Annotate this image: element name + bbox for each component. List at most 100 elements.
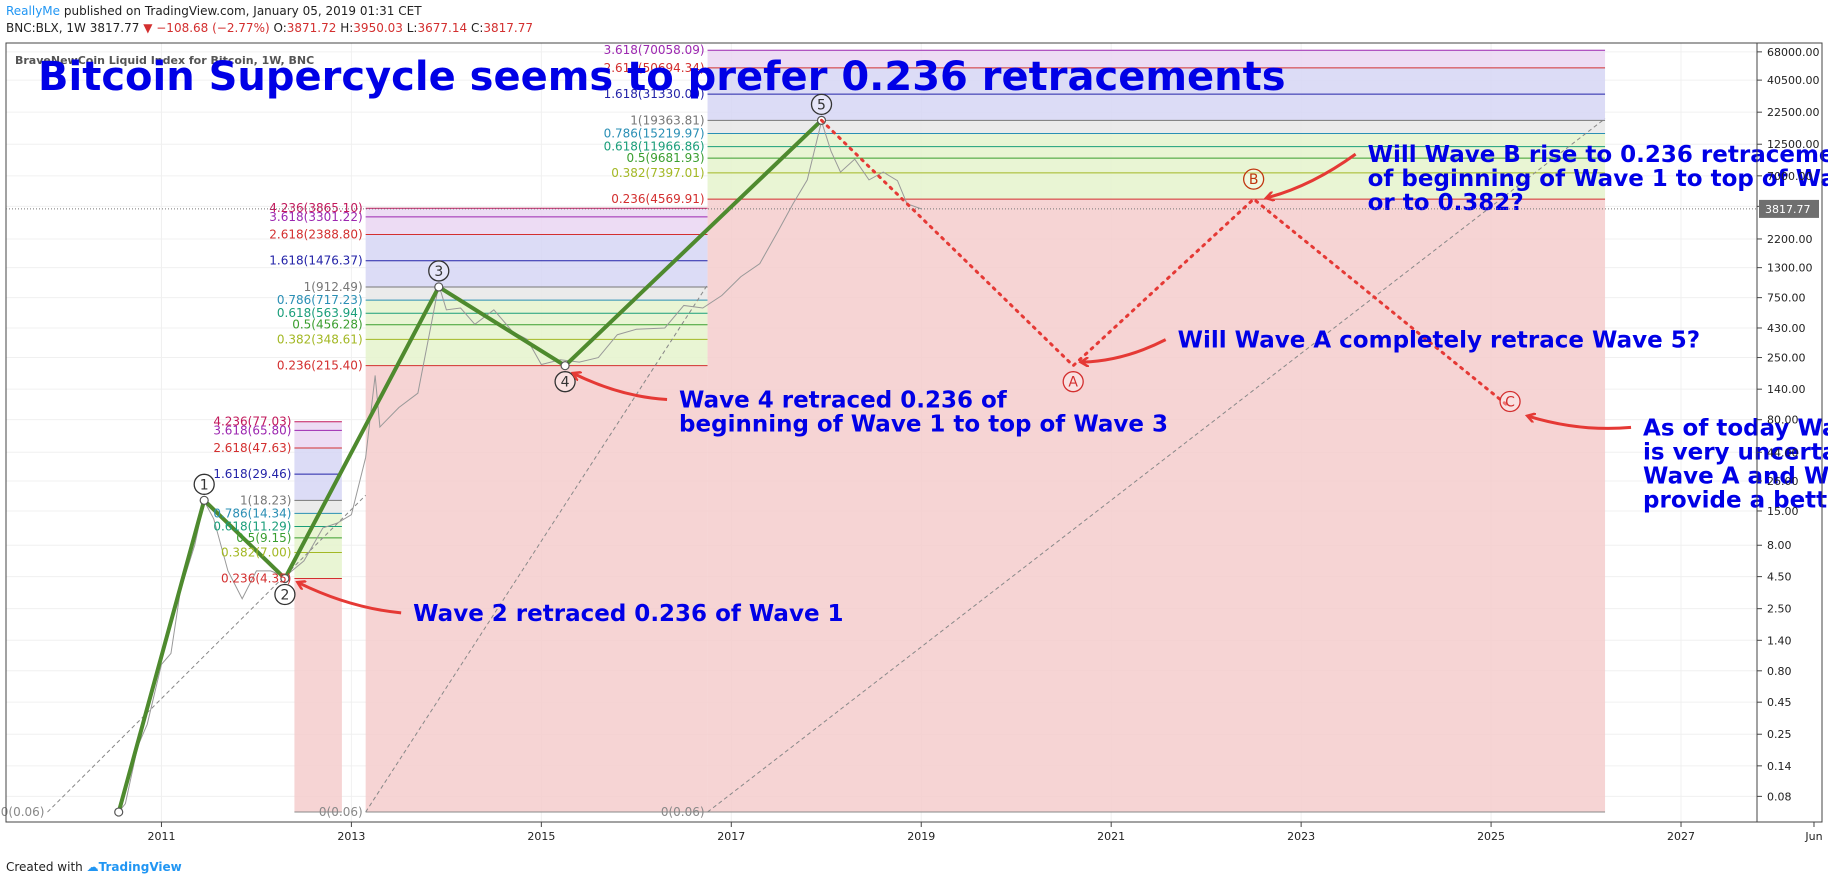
annotation-text: provide a better picture. [1643,487,1828,513]
fib-zone [365,234,708,261]
x-tick-label: 2011 [147,830,175,843]
fib-label: 1.618(1476.37) [269,254,362,268]
fib-label: 1.618(29.46) [213,467,291,481]
fib-label: 3.618(3301.22) [269,210,362,224]
fib-zone [365,313,708,325]
wave-label: 3 [434,264,443,280]
price-line [118,119,922,813]
annotation-arrow [299,583,402,615]
x-tick-label: 2019 [907,830,935,843]
legend-title: BraveNewCoin Liquid Index for Bitcoin, 1… [15,54,314,67]
annotation-arrow [1268,152,1357,197]
x-tick-label: Jun [1804,830,1822,843]
annotation-arrow [575,374,668,402]
wave-label: A [1068,375,1078,391]
fib-zone [707,50,1606,68]
fib-label: 0.5(456.28) [292,318,362,332]
fib-label: 0.236(4569.91) [611,192,704,206]
fib-label: 0.236(215.40) [277,359,363,373]
y-tick-label: 68000.00 [1767,46,1820,59]
publish-info: ReallyMe published on TradingView.com, J… [6,4,422,18]
y-tick-label: 250.00 [1767,352,1806,365]
fib-label: 0(0.06) [319,805,363,819]
fib-label: 2.618(2388.80) [269,227,362,241]
fib-zone [294,552,342,579]
fib-zone [294,526,342,538]
footer: Created with ☁TradingView [6,860,182,874]
wave-label-circle [1062,371,1084,393]
x-tick-label: 2015 [527,830,555,843]
fib-zone [707,146,1606,159]
y-tick-label: 0.14 [1767,760,1792,773]
y-tick-label: 1.40 [1767,634,1792,647]
y-tick-label: 0.25 [1767,728,1792,741]
fib-zone [294,513,342,527]
y-tick-label: 7000.00 [1767,170,1813,183]
open-label: O: [273,21,287,35]
last-price: 3817.77 [89,21,140,35]
tradingview-link[interactable]: TradingView [98,860,182,874]
wave-label: 5 [817,97,826,113]
wave-label: 2 [280,587,289,603]
fib-zone [294,447,342,475]
fib-zone [294,430,342,448]
fib-zone [294,578,342,813]
fib-label: 0.236(4.35) [221,571,291,585]
price-badge [1759,199,1819,218]
fib-label: 1(19363.81) [630,113,704,127]
fib-label: 0.786(14.34) [213,506,291,520]
fib-zone [365,260,708,287]
fib-label: 1.618(31330.00) [604,87,705,101]
fib-label: 0.5(9.15) [236,531,291,545]
annotation-arrow [1083,338,1167,362]
y-tick-label: 0.08 [1767,790,1792,803]
plot-area [6,43,1757,822]
author-link[interactable]: ReallyMe [6,4,61,18]
wave-path [116,118,823,813]
fib-zone [294,500,342,514]
y-tick-label: 15.00 [1767,505,1799,518]
annotation-text: Wave 2 retraced 0.236 of Wave 1 [413,601,843,627]
fib-zone [365,324,708,340]
low-label: L: [406,21,418,35]
y-tick-label: 140.00 [1767,383,1806,396]
fib-label: 2.618(50694.34) [604,61,705,75]
annotation-text: of beginning of Wave 1 to top of Wave 5? [1368,166,1828,192]
published-text: published on TradingView.com, January 05… [63,4,422,18]
chart-title: Bitcoin Supercycle seems to prefer 0.236… [38,54,1286,100]
tradingview-logo-icon[interactable]: ☁ [86,860,99,874]
x-tick-label: 2013 [337,830,365,843]
trend-line [707,118,1606,813]
wave-point [434,282,444,292]
symbol-label: BNC:BLX, 1W [6,21,86,35]
fib-label: 3.618(70058.09) [604,43,705,57]
close-label: C: [470,21,484,35]
price-change: −108.68 (−2.77%) [156,21,270,35]
annotation-text: Wave A and Wave B will [1643,463,1828,489]
y-tick-label: 44.00 [1767,446,1799,459]
wave-point [114,807,124,817]
wave-label-circle [274,583,296,606]
wave-label: 4 [561,375,570,391]
y-tick-label: 2200.00 [1767,233,1813,246]
y-tick-label: 40500.00 [1767,74,1820,87]
high-label: H: [340,21,354,35]
y-tick-label: 26.00 [1767,475,1799,488]
wave-label-circle [554,371,576,393]
fib-label: 0.786(717.23) [277,293,363,307]
fib-zone [707,133,1606,147]
fib-label: 1(18.23) [240,493,291,507]
fib-label: 0(0.06) [661,805,705,819]
annotation-arrow [1529,416,1632,430]
fib-label: 0(0.06) [1,805,45,819]
fib-zone [365,339,708,366]
x-tick-label: 2017 [717,830,745,843]
x-tick-label: 2021 [1097,830,1125,843]
fib-zone [707,67,1606,95]
x-tick-label: 2023 [1287,830,1315,843]
fib-label: 4.236(3865.10) [269,201,362,215]
created-with-text: Created with [6,860,83,874]
y-tick-label: 750.00 [1767,292,1806,305]
fib-label: 0.382(7397.01) [611,166,704,180]
